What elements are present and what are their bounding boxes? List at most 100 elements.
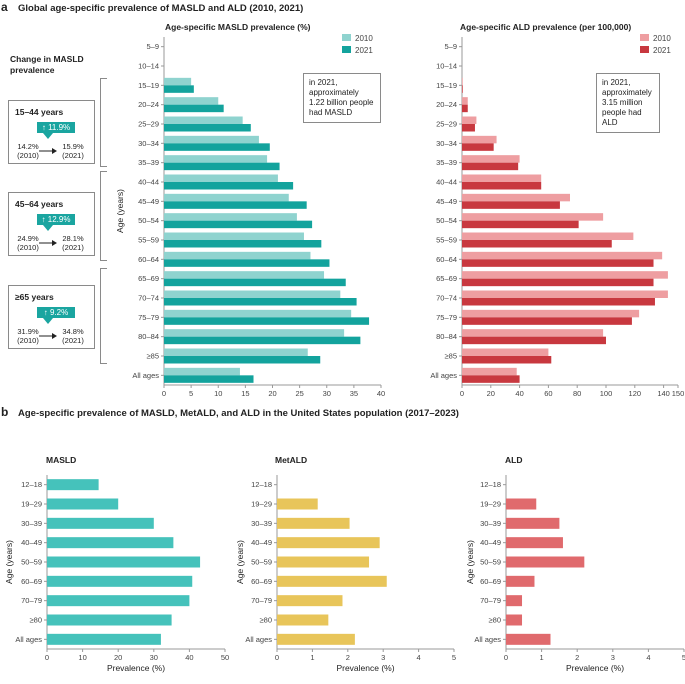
y-tick-label: 12–18 [21,480,42,489]
x-tick-label: 4 [417,653,421,662]
legend-label-2010: 2010 [653,34,671,43]
bar [277,517,350,529]
bar-2021 [462,356,552,364]
x-tick-label: 40 [377,389,385,398]
bar-2021 [462,220,579,229]
bar-2021 [164,143,270,151]
x-axis-label: Prevalence (per 100,000) [522,399,618,400]
x-tick-label: 120 [629,389,642,398]
bar-2021 [164,220,313,229]
bar-2010 [164,271,325,279]
age-bracket [100,268,107,364]
legend-label-2021: 2021 [355,46,373,55]
bar-2010 [164,348,308,356]
bar-2010 [164,213,297,221]
x-axis-label: Prevalence (%) [107,663,165,673]
bar-2021 [462,278,654,287]
y-tick-label: 60–69 [21,577,42,586]
y-tick-label: 80–84 [138,332,159,341]
bar [506,556,585,568]
bar-2021 [462,85,463,93]
y-tick-label: 19–29 [480,500,501,509]
x-tick-label: 30 [150,653,158,662]
bar-2010 [164,135,259,144]
bar-2021 [462,104,468,113]
bar-2010 [164,232,304,240]
y-tick-label: 45–49 [436,197,457,206]
us-metald-title: MetALD [275,455,308,465]
y-tick-label: 75–79 [138,313,159,322]
bar-2021 [462,240,612,248]
y-tick-label: 40–44 [138,178,159,187]
bar-2021 [164,278,346,287]
y-axis-label: Age (years) [235,540,245,584]
y-tick-label: 65–69 [436,274,457,283]
panel-a-title: Global age-specific prevalence of MASLD … [18,3,304,14]
value-2010: 24.9% (2010) [17,234,39,252]
bar-2021 [462,201,560,209]
bar-2021 [462,298,655,306]
y-tick-label: ≥85 [147,352,159,361]
y-tick-label: 60–69 [251,577,272,586]
y-tick-label: 35–39 [138,158,159,167]
ald-prevalence-chart: 5–9 10–14 15–19 20–24 25–29 30–34 35–39 40–44 45… [430,34,685,400]
x-tick-label: 40 [185,653,193,662]
y-tick-label: 20–24 [138,100,159,109]
value-2010: 14.2% (2010) [17,142,39,160]
bar [47,537,174,549]
bar [47,517,154,529]
y-tick-label: ≥80 [260,616,272,625]
callout-tail [43,133,53,139]
bar-2010 [164,251,311,260]
legend-swatch-2021 [640,46,649,53]
bar-2021 [164,104,224,113]
bar-2010 [164,367,240,376]
bar-2010 [462,232,634,240]
legend-swatch-2010 [640,34,649,41]
bar-2010 [164,97,219,105]
y-tick-label: 40–49 [251,538,272,547]
bar-2021 [462,182,542,190]
bar-2010 [462,367,517,376]
bar-2021 [164,85,194,93]
bar-2021 [164,162,280,171]
y-tick-label: 12–18 [251,480,272,489]
us-masld-title: MASLD [46,455,77,465]
x-tick-label: 3 [381,653,385,662]
y-tick-label: 70–79 [251,596,272,605]
bar [506,614,523,626]
x-tick-label: 40 [515,389,523,398]
bar [277,575,387,587]
x-tick-label: 3 [611,653,615,662]
bar [47,633,161,645]
arrow-right-icon [39,240,57,246]
y-tick-label: 60–64 [138,255,159,264]
change-callout: ↑ 9.2% [37,307,75,318]
change-box-title: ≥65 years [15,292,54,302]
y-tick-label: 30–34 [138,139,159,148]
y-tick-label: All ages [15,635,42,644]
y-tick-label: 40–44 [436,178,457,187]
bar [277,614,329,626]
y-tick-label: 80–84 [436,332,457,341]
bar [277,595,343,607]
y-tick-label: 19–29 [21,500,42,509]
arrow-right-icon [39,333,57,339]
x-tick-label: 80 [573,389,581,398]
x-tick-label: 50 [221,653,229,662]
y-tick-label: 5–9 [444,42,457,51]
bar-2010 [462,174,542,182]
bar-2010 [462,193,570,202]
y-tick-label: 10–14 [138,62,159,71]
x-tick-label: 150 [672,389,685,398]
x-tick-label: 100 [600,389,613,398]
callout-tail [43,225,53,231]
bar-2010 [462,348,549,356]
x-tick-label: 20 [268,389,276,398]
x-tick-label: 10 [78,653,86,662]
bar [506,517,560,529]
y-tick-label: 45–49 [138,197,159,206]
value-2021: 34.8% (2021) [62,327,84,345]
change-callout: ↑ 11.9% [37,122,75,133]
bar-2010 [462,97,468,105]
